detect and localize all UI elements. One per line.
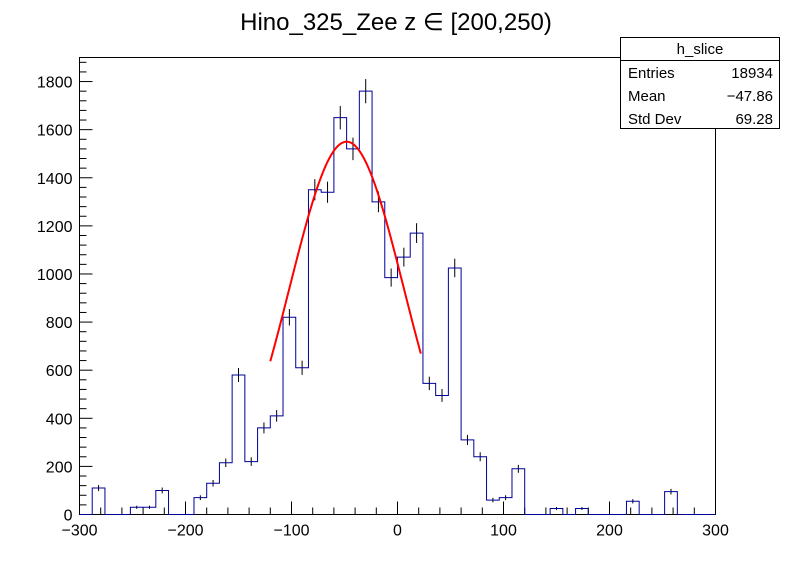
histogram-bin — [321, 192, 334, 514]
histogram-bin — [372, 202, 385, 515]
histogram-bin — [296, 368, 309, 515]
histogram-bin — [194, 498, 207, 515]
histogram-bin — [512, 469, 525, 515]
histogram-bin — [258, 428, 271, 515]
histogram-bin — [92, 488, 105, 514]
histogram-bin — [283, 317, 296, 514]
y-tick-label: 1200 — [37, 219, 73, 236]
error-bars — [98, 79, 672, 510]
x-tick-label: 100 — [490, 523, 517, 540]
histogram-bin — [448, 268, 461, 515]
stats-stddev-value: 69.28 — [735, 111, 773, 128]
stats-box-name: h_slice — [677, 41, 724, 58]
y-tick-label: 1600 — [37, 123, 73, 140]
histogram-bin — [423, 383, 436, 514]
histogram-bin — [436, 395, 449, 514]
x-tick-label: −200 — [167, 523, 203, 540]
y-tick-label: 1800 — [37, 75, 73, 92]
histogram-bin — [474, 457, 487, 515]
histogram-bin — [219, 463, 232, 515]
x-tick-label: 0 — [393, 523, 402, 540]
histogram-bin — [461, 440, 474, 515]
histogram-bin — [308, 190, 321, 515]
histogram-bin — [410, 233, 423, 514]
y-tick-label: 1400 — [37, 171, 73, 188]
stats-box-frame — [620, 37, 780, 129]
histogram-bin — [156, 490, 169, 514]
histogram-bin — [232, 375, 245, 515]
stats-entries-value: 18934 — [731, 65, 773, 82]
y-tick-label: 200 — [46, 459, 73, 476]
histogram-bin — [665, 492, 678, 515]
histogram-outline — [79, 90, 716, 515]
histogram-bars — [92, 91, 677, 514]
histogram-bin — [347, 149, 360, 515]
histogram-bin — [270, 416, 283, 515]
histogram-bin — [245, 462, 258, 515]
stats-stddev-label: Std Dev — [628, 111, 682, 128]
histogram-bin — [334, 118, 347, 515]
x-tick-label: 200 — [596, 523, 623, 540]
stats-entries-label: Entries — [628, 65, 675, 82]
x-tick-label: −100 — [273, 523, 309, 540]
y-tick-label: 1000 — [37, 267, 73, 284]
histogram-bin — [385, 278, 398, 515]
x-axis: −300 −200 −100 0 100 200 300 — [61, 501, 729, 540]
histogram-bin — [398, 257, 411, 514]
chart-title: Hino_325_Zee z ∈ [200,250) — [240, 9, 552, 36]
x-tick-label: −300 — [61, 523, 97, 540]
y-axis: 0 200 400 600 800 1000 1200 1400 1600 1800 — [37, 61, 93, 525]
gaussian-fit-curve — [269, 140, 422, 362]
stats-mean-value: −47.86 — [727, 88, 773, 105]
stats-mean-label: Mean — [628, 88, 666, 105]
stats-box: h_slice Entries 18934 Mean −47.86 Std De… — [620, 37, 780, 129]
histogram-bin — [499, 498, 512, 515]
y-tick-label: 800 — [46, 315, 73, 332]
x-tick-label: 300 — [702, 523, 729, 540]
histogram-bin — [207, 483, 220, 514]
y-tick-label: 0 — [64, 508, 73, 525]
y-tick-label: 400 — [46, 411, 73, 428]
y-tick-label: 600 — [46, 363, 73, 380]
